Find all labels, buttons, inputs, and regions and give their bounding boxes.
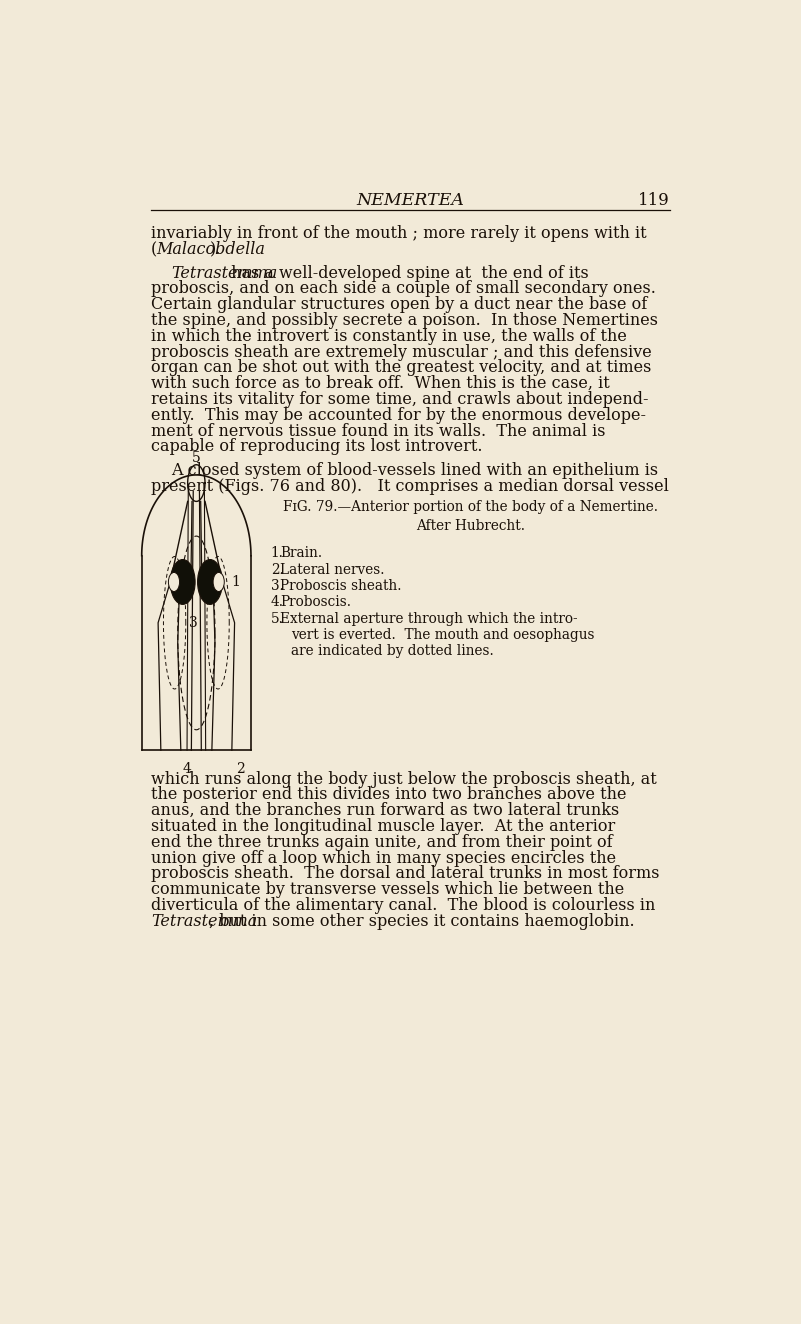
Text: 4: 4 bbox=[183, 763, 191, 776]
Text: Lateral nerves.: Lateral nerves. bbox=[280, 563, 384, 576]
Text: communicate by transverse vessels which lie between the: communicate by transverse vessels which … bbox=[151, 882, 624, 898]
Text: External aperture through which the intro-: External aperture through which the intr… bbox=[280, 612, 578, 625]
Text: Tetrastemma: Tetrastemma bbox=[171, 265, 278, 282]
Text: organ can be shot out with the greatest velocity, and at times: organ can be shot out with the greatest … bbox=[151, 359, 651, 376]
Ellipse shape bbox=[198, 560, 223, 604]
Ellipse shape bbox=[168, 572, 179, 592]
Text: proboscis, and on each side a couple of small secondary ones.: proboscis, and on each side a couple of … bbox=[151, 281, 656, 298]
Text: invariably in front of the mouth ; more rarely it opens with it: invariably in front of the mouth ; more … bbox=[151, 225, 646, 242]
Text: ).: ). bbox=[210, 241, 221, 258]
Text: end the three trunks again unite, and from their point of: end the three trunks again unite, and fr… bbox=[151, 834, 613, 851]
Text: ently.  This may be accounted for by the enormous develope-: ently. This may be accounted for by the … bbox=[151, 406, 646, 424]
Text: Brain.: Brain. bbox=[280, 547, 322, 560]
Text: ment of nervous tissue found in its walls.  The animal is: ment of nervous tissue found in its wall… bbox=[151, 422, 606, 440]
Text: situated in the longitudinal muscle layer.  At the anterior: situated in the longitudinal muscle laye… bbox=[151, 818, 615, 835]
Text: Certain glandular structures open by a duct near the base of: Certain glandular structures open by a d… bbox=[151, 297, 647, 314]
Text: the spine, and possibly secrete a poison.  In those Nemertines: the spine, and possibly secrete a poison… bbox=[151, 312, 658, 330]
Text: proboscis sheath are extremely muscular ; and this defensive: proboscis sheath are extremely muscular … bbox=[151, 344, 652, 360]
Text: NEMERTEA: NEMERTEA bbox=[356, 192, 465, 209]
Text: 4.: 4. bbox=[271, 596, 284, 609]
Text: 2.: 2. bbox=[271, 563, 284, 576]
Text: anus, and the branches run forward as two lateral trunks: anus, and the branches run forward as tw… bbox=[151, 802, 619, 820]
Text: Proboscis.: Proboscis. bbox=[280, 596, 351, 609]
Text: 2: 2 bbox=[236, 763, 245, 776]
Text: diverticula of the alimentary canal.  The blood is colourless in: diverticula of the alimentary canal. The… bbox=[151, 896, 655, 914]
Ellipse shape bbox=[213, 572, 224, 592]
Text: Proboscis sheath.: Proboscis sheath. bbox=[280, 579, 401, 593]
Text: 1: 1 bbox=[231, 575, 240, 589]
Text: vert is everted.  The mouth and oesophagus: vert is everted. The mouth and oesophagu… bbox=[292, 628, 595, 642]
Text: in which the introvert is constantly in use, the walls of the: in which the introvert is constantly in … bbox=[151, 328, 627, 344]
Text: has a well-developed spine at  the end of its: has a well-developed spine at the end of… bbox=[226, 265, 589, 282]
Text: 5.: 5. bbox=[271, 612, 284, 625]
Text: union give off a loop which in many species encircles the: union give off a loop which in many spec… bbox=[151, 850, 616, 867]
Text: FɪG. 79.—Anterior portion of the body of a Nemertine.: FɪG. 79.—Anterior portion of the body of… bbox=[283, 500, 658, 515]
Text: are indicated by dotted lines.: are indicated by dotted lines. bbox=[292, 645, 494, 658]
Text: 5: 5 bbox=[192, 450, 201, 465]
Text: retains its vitality for some time, and crawls about independ-: retains its vitality for some time, and … bbox=[151, 391, 649, 408]
Text: 1.: 1. bbox=[271, 547, 284, 560]
Text: , but in some other species it contains haemoglobin.: , but in some other species it contains … bbox=[209, 912, 635, 929]
Text: which runs along the body just below the proboscis sheath, at: which runs along the body just below the… bbox=[151, 771, 657, 788]
Text: with such force as to break off.  When this is the case, it: with such force as to break off. When th… bbox=[151, 375, 610, 392]
Text: 3.: 3. bbox=[271, 579, 284, 593]
Text: the posterior end this divides into two branches above the: the posterior end this divides into two … bbox=[151, 786, 626, 804]
Text: present (Figs. 76 and 80).   It comprises a median dorsal vessel: present (Figs. 76 and 80). It comprises … bbox=[151, 478, 669, 495]
Text: After Hubrecht.: After Hubrecht. bbox=[416, 519, 525, 532]
Text: proboscis sheath.  The dorsal and lateral trunks in most forms: proboscis sheath. The dorsal and lateral… bbox=[151, 866, 659, 882]
Text: Tetrastemma: Tetrastemma bbox=[151, 912, 257, 929]
Text: Malacobdella: Malacobdella bbox=[156, 241, 265, 258]
Text: A closed system of blood-vessels lined with an epithelium is: A closed system of blood-vessels lined w… bbox=[171, 462, 658, 479]
Text: capable of reproducing its lost introvert.: capable of reproducing its lost introver… bbox=[151, 438, 482, 455]
Text: 3: 3 bbox=[189, 616, 198, 630]
Text: (: ( bbox=[151, 241, 157, 258]
Text: 119: 119 bbox=[638, 192, 670, 209]
Ellipse shape bbox=[171, 560, 195, 604]
